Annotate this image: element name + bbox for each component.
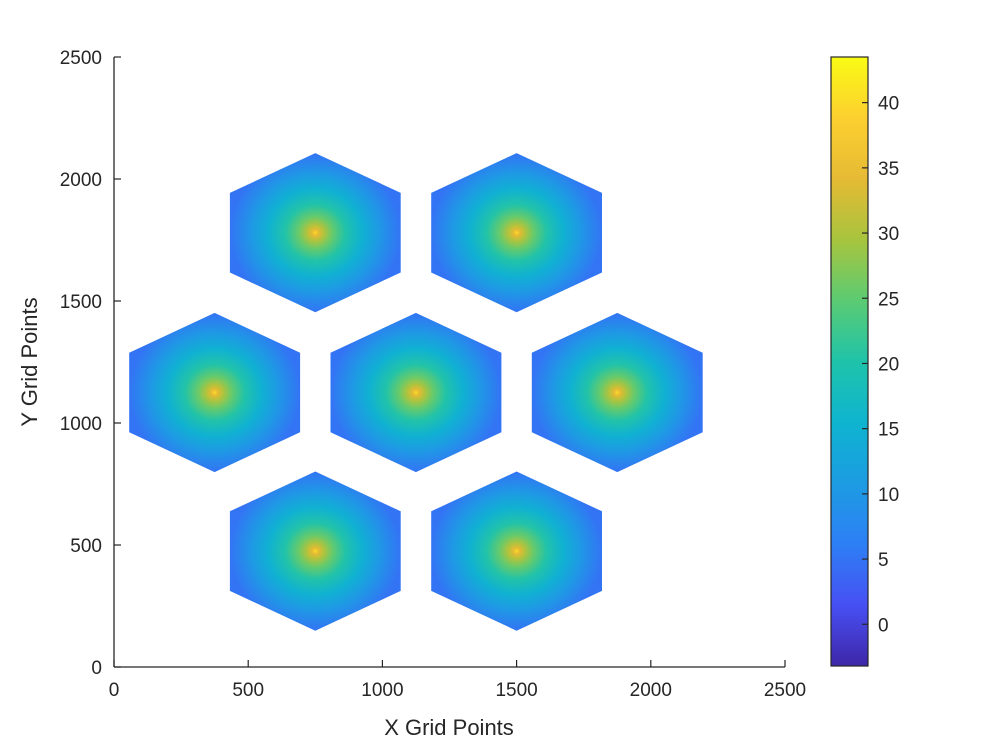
x-tick-label: 1500 xyxy=(495,680,537,701)
hex-cell-3 xyxy=(129,312,301,473)
colorbar-tick-label: 20 xyxy=(878,354,899,375)
colorbar-tick-label: 40 xyxy=(878,94,899,115)
colorbar-tick-label: 30 xyxy=(878,224,899,245)
hex-cell-7 xyxy=(431,471,602,631)
colorbar: 0 5 10 15 20 25 30 35 40 xyxy=(830,56,899,667)
y-tick-label: 1000 xyxy=(60,414,102,435)
y-tick-labels: 0 500 1000 1500 2000 2500 xyxy=(60,48,102,679)
colorbar-tick-label: 15 xyxy=(878,420,899,441)
y-tick-label: 0 xyxy=(91,658,102,679)
hex-cell-6 xyxy=(229,471,401,631)
x-axis-label: X Grid Points xyxy=(384,715,514,740)
y-tick-label: 2000 xyxy=(60,170,102,191)
x-tick-labels: 0 500 1000 1500 2000 2500 xyxy=(109,680,806,701)
colorbar-tick-label: 25 xyxy=(878,289,899,310)
hex-cell-1 xyxy=(229,153,401,313)
x-tick-label: 1000 xyxy=(361,680,403,701)
axes xyxy=(113,56,786,668)
x-tick-label: 2500 xyxy=(764,680,806,701)
colorbar-tick-label: 0 xyxy=(878,615,889,636)
y-tick-label: 1500 xyxy=(60,292,102,313)
colorbar-tick-label: 10 xyxy=(878,485,899,506)
x-tick-label: 0 xyxy=(109,680,120,701)
colorbar-tick-label: 35 xyxy=(878,159,899,180)
colorbar-scale xyxy=(830,56,869,667)
plot-area xyxy=(129,153,703,631)
y-axis-label: Y Grid Points xyxy=(17,297,42,426)
hex-cell-5 xyxy=(531,312,703,473)
colorbar-tick-label: 5 xyxy=(878,550,889,571)
hex-cell-4 xyxy=(330,312,502,473)
x-tick-label: 500 xyxy=(232,680,264,701)
hex-cell-2 xyxy=(431,153,602,313)
x-tick-label: 2000 xyxy=(630,680,672,701)
y-tick-label: 500 xyxy=(70,536,102,557)
y-tick-label: 2500 xyxy=(60,48,102,69)
